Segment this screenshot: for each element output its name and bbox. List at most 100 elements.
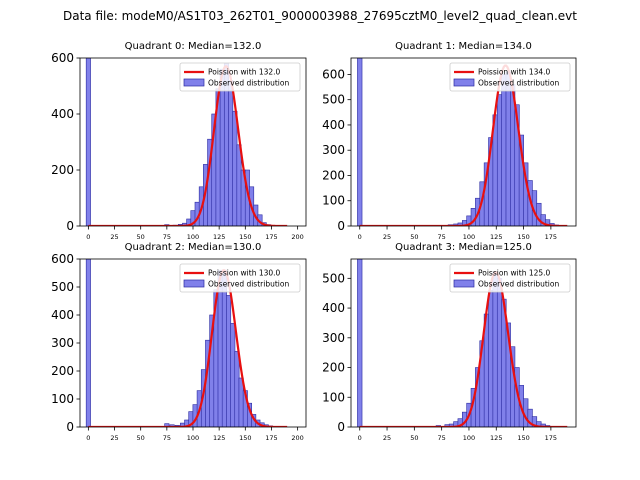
figure-title: Data file: modeM0/AS1T03_262T01_90000039… (63, 9, 577, 23)
x-tick-label: 125 (213, 233, 225, 241)
panel-title: Quadrant 0: Median=132.0 (125, 41, 262, 52)
histogram-bar (217, 269, 223, 427)
histogram-bar (226, 295, 232, 427)
y-tick-label: 300 (322, 331, 345, 345)
y-tick-label: 400 (322, 301, 345, 315)
x-tick-label: 125 (213, 434, 225, 442)
legend-bar-swatch (183, 78, 205, 87)
legend: Poission with 125.0 Observed distribution (449, 263, 571, 293)
y-tick-label: 600 (51, 51, 74, 65)
x-tick-label: 0 (86, 434, 90, 442)
panel-title: Quadrant 1: Median=134.0 (395, 41, 532, 52)
legend-line-label: Poission with 130.0 (208, 269, 281, 278)
x-tick-label: 50 (410, 434, 418, 442)
x-tick-label: 150 (239, 434, 251, 442)
poisson-curve (88, 269, 288, 427)
legend-line-label: Poission with 134.0 (478, 68, 551, 77)
plot-area (85, 58, 288, 226)
x-tick-label: 150 (517, 434, 529, 442)
histogram-bar (230, 323, 236, 427)
y-tick-label: 500 (322, 93, 345, 107)
panel-q0: Quadrant 0: Median=132.0 0 25 50 75 100 125 150… (51, 41, 307, 241)
x-tick-label: 100 (463, 233, 475, 241)
x-tick-label: 0 (358, 233, 362, 241)
histogram-bar (85, 58, 91, 226)
legend-bar-label: Observed distribution (478, 280, 559, 289)
legend-bar-label: Observed distribution (208, 79, 289, 88)
legend-box (179, 62, 301, 92)
x-tick-label: 175 (265, 434, 277, 442)
histogram-bar (85, 259, 91, 427)
y-tick-label: 0 (337, 219, 345, 233)
poisson-curve (88, 65, 288, 226)
x-tick-label: 25 (110, 434, 118, 442)
y-tick-label: 400 (322, 118, 345, 132)
x-tick-label: 75 (163, 233, 171, 241)
x-tick-label: 125 (490, 233, 502, 241)
y-tick-label: 300 (51, 336, 74, 350)
x-tick-label: 75 (438, 434, 446, 442)
x-tick-label: 200 (291, 233, 303, 241)
y-tick-label: 300 (322, 143, 345, 157)
y-tick-label: 400 (51, 308, 74, 322)
y-tick-label: 100 (322, 390, 345, 404)
x-tick-label: 125 (490, 434, 502, 442)
x-tick-label: 50 (137, 233, 145, 241)
y-tick-label: 100 (322, 194, 345, 208)
legend-box (179, 263, 301, 293)
y-tick-label: 100 (51, 392, 74, 406)
x-tick-label: 100 (187, 233, 199, 241)
legend: Poission with 130.0 Observed distribution (179, 263, 301, 293)
panel-q3: Quadrant 3: Median=125.0 0 25 50 75 100 125 150… (322, 242, 577, 442)
histogram-bar (501, 74, 507, 226)
legend: Poission with 134.0 Observed distribution (449, 62, 571, 92)
legend-line-label: Poission with 125.0 (478, 269, 551, 278)
x-tick-label: 75 (163, 434, 171, 442)
x-tick-label: 50 (137, 434, 145, 442)
legend-bar-swatch (453, 279, 475, 288)
x-tick-label: 200 (291, 434, 303, 442)
y-tick-label: 0 (66, 219, 74, 233)
histogram-bar (164, 423, 170, 427)
x-tick-label: 0 (358, 434, 362, 442)
histogram-bar (496, 278, 503, 427)
y-tick-label: 0 (66, 420, 74, 434)
histogram-bar (357, 259, 363, 427)
x-tick-label: 75 (438, 233, 446, 241)
histogram-bar (219, 68, 225, 226)
plot-area (357, 259, 568, 427)
panel-title: Quadrant 2: Median=130.0 (125, 242, 262, 253)
x-tick-label: 25 (110, 233, 118, 241)
y-tick-label: 500 (322, 271, 345, 285)
legend-bar-label: Observed distribution (478, 79, 559, 88)
x-tick-label: 150 (517, 233, 529, 241)
axes-frame (350, 258, 577, 428)
histogram-bar (234, 351, 240, 427)
histogram-bar (496, 94, 503, 226)
legend-bar-swatch (183, 279, 205, 288)
y-tick-label: 600 (322, 67, 345, 81)
legend-bar-swatch (453, 78, 475, 87)
y-tick-label: 200 (322, 361, 345, 375)
legend-box (449, 263, 571, 293)
legend-line-label: Poission with 132.0 (208, 68, 281, 77)
histogram-bar (232, 110, 238, 226)
y-tick-label: 500 (51, 280, 74, 294)
panel-q2: Quadrant 2: Median=130.0 0 25 50 75 100 125 150… (51, 242, 307, 442)
x-tick-label: 100 (463, 434, 475, 442)
y-tick-label: 400 (51, 107, 74, 121)
histogram-bar (488, 289, 494, 427)
panel-title: Quadrant 3: Median=125.0 (395, 242, 532, 253)
y-tick-label: 600 (51, 252, 74, 266)
y-tick-label: 200 (51, 364, 74, 378)
panel-q1: Quadrant 1: Median=134.0 0 25 50 75 100 125 150… (322, 41, 577, 241)
x-tick-label: 175 (265, 233, 277, 241)
histogram-bar (169, 424, 175, 427)
histogram-bar (228, 80, 234, 226)
x-tick-label: 25 (383, 434, 391, 442)
legend: Poission with 132.0 Observed distribution (179, 62, 301, 92)
plot-area (85, 259, 288, 427)
histogram-bar (236, 144, 242, 226)
x-tick-label: 25 (383, 233, 391, 241)
